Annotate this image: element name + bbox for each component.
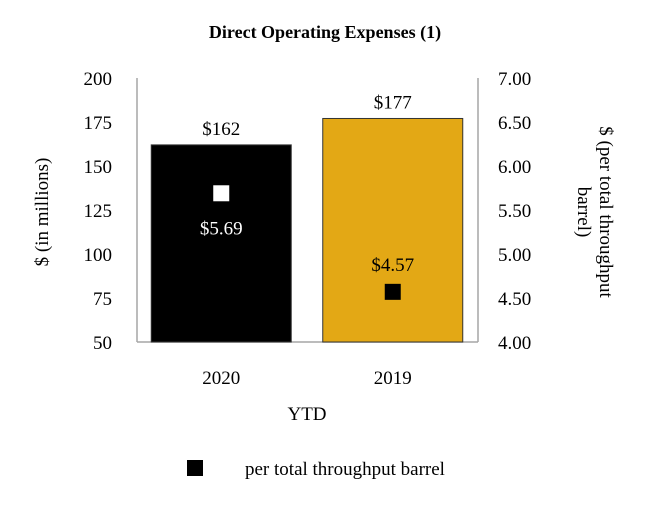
y-tick-label: 100	[84, 245, 113, 266]
y-tick-label: 200	[84, 69, 113, 90]
y-tick-label: 50	[93, 333, 112, 354]
marker-2019	[384, 283, 401, 300]
bar-2020	[150, 144, 292, 343]
bar-value-label: $177	[374, 92, 412, 113]
y2-tick-label: 6.50	[498, 113, 531, 134]
y2-tick-label: 6.00	[498, 157, 531, 178]
y2-tick-label: 4.00	[498, 333, 531, 354]
y2-tick-label: 5.50	[498, 201, 531, 222]
marker-value-label: $5.69	[200, 218, 243, 239]
bar-value-label: $162	[202, 119, 240, 140]
legend-marker	[187, 460, 203, 476]
chart-title: Direct Operating Expenses (1)	[209, 22, 441, 43]
y2-axis-label-line2: barrel)	[573, 187, 594, 238]
y2-tick-label: 7.00	[498, 69, 531, 90]
y2-axis-label-line1: $ (per total throughput	[595, 126, 616, 298]
y-tick-label: 125	[84, 201, 113, 222]
y2-tick-label: 5.00	[498, 245, 531, 266]
y-tick-label: 150	[84, 157, 113, 178]
bar-2019	[322, 117, 464, 343]
x-axis-label: YTD	[287, 404, 326, 425]
y-tick-label: 175	[84, 113, 113, 134]
marker-value-label: $4.57	[371, 255, 414, 276]
y-axis-label: $ (in millions)	[32, 158, 53, 267]
marker-2020	[213, 185, 230, 202]
plot-area: 50 75 100 125 150 175 200 4.00 4.50 5.00 5.50 6.00 6…	[84, 69, 532, 389]
y2-tick-label: 4.50	[498, 289, 531, 310]
x-tick-label: 2020	[202, 368, 240, 389]
x-tick-label: 2019	[374, 368, 412, 389]
legend-label: per total throughput barrel	[245, 459, 445, 480]
y-tick-label: 75	[93, 289, 112, 310]
